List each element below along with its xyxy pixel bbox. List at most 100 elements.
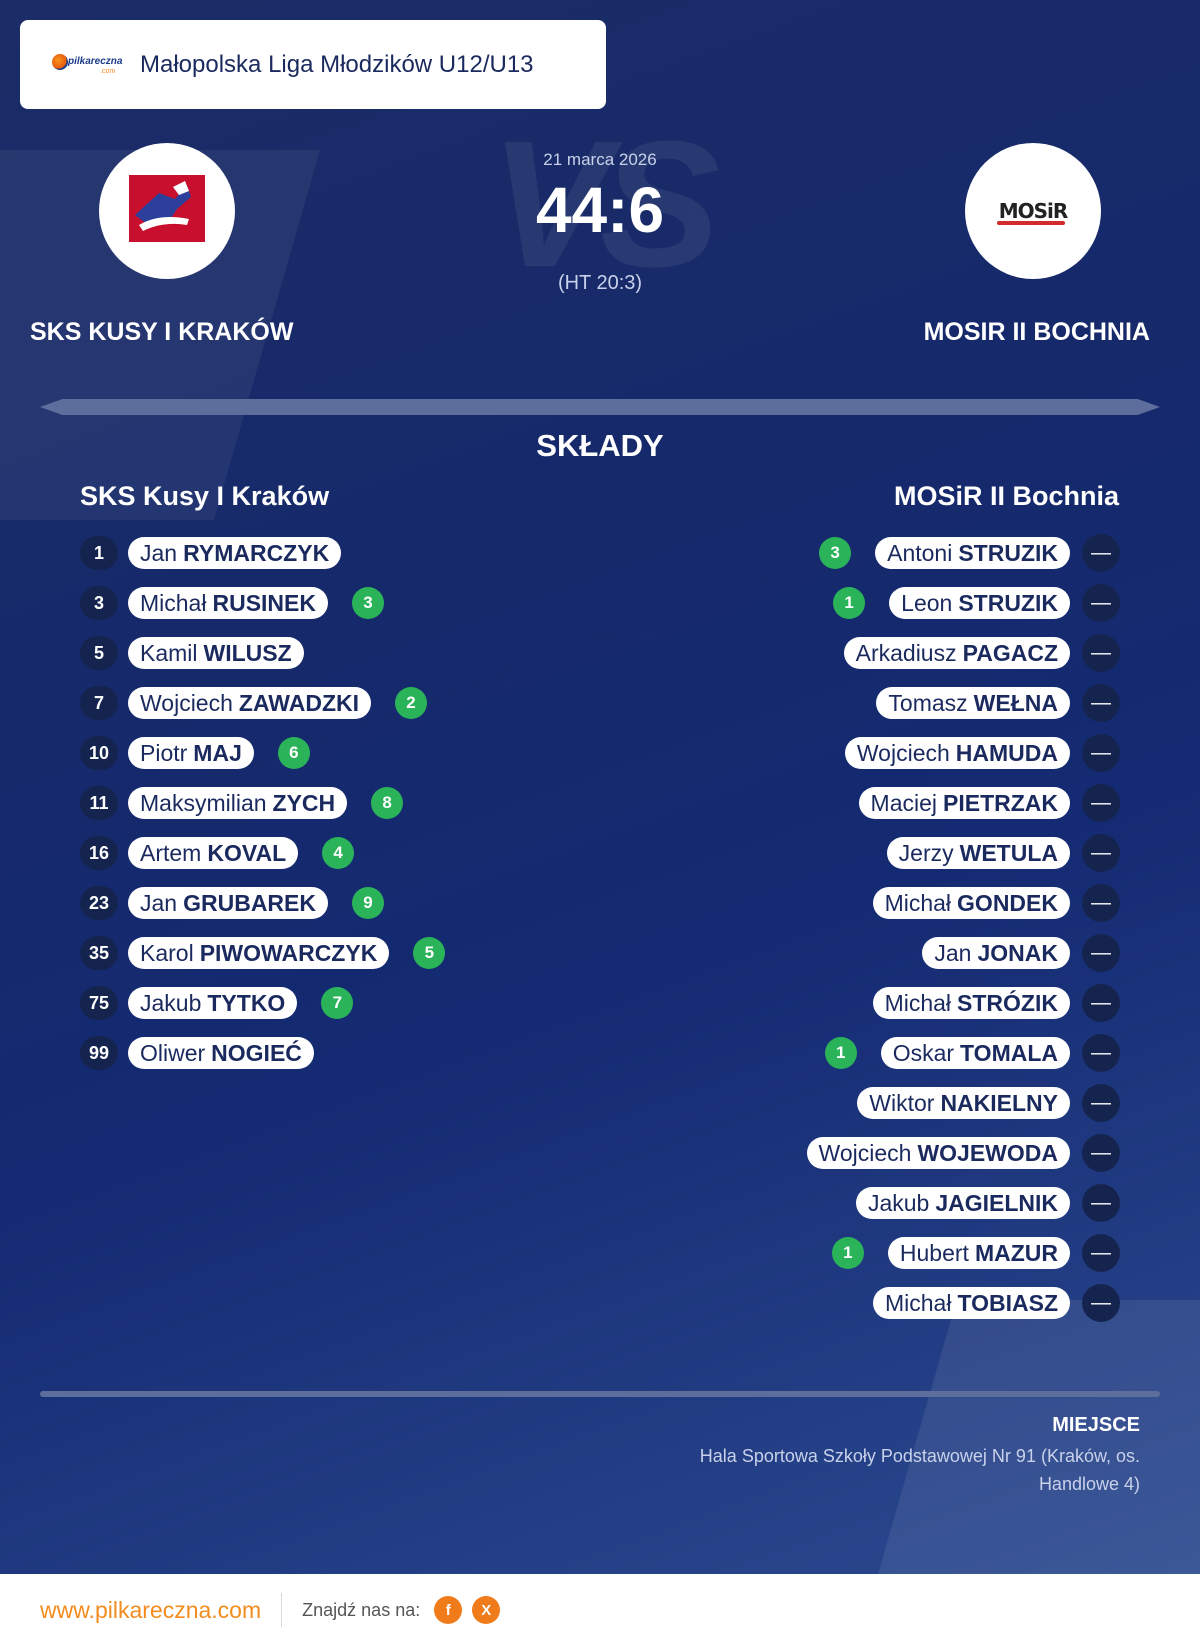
player-number: — [1082, 734, 1120, 772]
x-icon[interactable]: X [472, 1596, 501, 1624]
player-last-name: NAKIELNY [940, 1089, 1058, 1116]
league-header: pilkareczna .com Małopolska Liga Młodzik… [20, 20, 606, 109]
player-last-name: RUSINEK [212, 589, 316, 616]
player-name[interactable]: Michał GONDEK [872, 887, 1070, 919]
player-row: 3 Antoni STRUZIK — [560, 528, 1120, 578]
player-first-name: Wojciech [140, 689, 233, 716]
player-name[interactable]: Arkadiusz PAGACZ [843, 637, 1070, 669]
player-first-name: Jerzy [898, 839, 954, 866]
away-team-crest[interactable]: MOSiR [965, 143, 1101, 279]
player-name[interactable]: Piotr MAJ [128, 737, 254, 769]
facebook-icon[interactable]: f [434, 1596, 463, 1624]
player-last-name: MAZUR [974, 1239, 1058, 1266]
player-row: Jerzy WETULA — [560, 828, 1120, 878]
goals-badge: 8 [371, 787, 404, 819]
venue-label: MIEJSCE [1052, 1414, 1140, 1436]
player-number: — [1082, 1184, 1120, 1222]
player-row: Michał TOBIASZ — [560, 1278, 1120, 1328]
footer: www.pilkareczna.com Znajdź nas na: f X [0, 1574, 1200, 1646]
player-name[interactable]: Wojciech WOJEWODA [806, 1137, 1070, 1169]
player-first-name: Wiktor [869, 1089, 935, 1116]
goals-badge: 1 [831, 1237, 864, 1269]
player-last-name: STRÓZIK [957, 989, 1058, 1016]
player-name[interactable]: Jan JONAK [922, 937, 1070, 969]
player-number: 5 [80, 636, 118, 670]
player-name[interactable]: Oliwer NOGIEĆ [128, 1037, 314, 1069]
player-first-name: Michał [885, 1289, 952, 1316]
player-row: Wojciech WOJEWODA — [560, 1128, 1120, 1178]
player-name[interactable]: Hubert MAZUR [887, 1237, 1070, 1269]
player-name[interactable]: Karol PIWOWARCZYK [128, 937, 390, 969]
goals-badge: 1 [824, 1037, 857, 1069]
player-number: — [1082, 684, 1120, 722]
goals-badge: 4 [322, 837, 355, 869]
player-number: — [1082, 834, 1120, 872]
goals-badge: 9 [351, 887, 384, 919]
player-name[interactable]: Wiktor NAKIELNY [857, 1087, 1070, 1119]
player-row: 7 Wojciech ZAWADZKI 2 [80, 678, 620, 728]
player-first-name: Piotr [140, 739, 188, 766]
player-name[interactable]: Antoni STRUZIK [875, 537, 1070, 569]
player-first-name: Wojciech [818, 1139, 912, 1166]
away-team-name[interactable]: MOSIR II BOCHNIA [923, 318, 1150, 346]
player-name[interactable]: Artem KOVAL [128, 837, 299, 869]
home-team-name[interactable]: SKS KUSY I KRAKÓW [30, 318, 294, 346]
player-number: — [1082, 1034, 1120, 1072]
player-name[interactable]: Wojciech HAMUDA [844, 737, 1070, 769]
vs-watermark: VS [489, 104, 720, 305]
player-first-name: Leon [901, 589, 953, 616]
player-name[interactable]: Oskar TOMALA [880, 1037, 1070, 1069]
player-name[interactable]: Wojciech ZAWADZKI [128, 687, 371, 719]
goals-badge: 5 [413, 937, 446, 969]
player-last-name: STRUZIK [958, 539, 1058, 566]
player-row: 75 Jakub TYTKO 7 [80, 978, 620, 1028]
player-row: 1 Leon STRUZIK — [560, 578, 1120, 628]
player-number: 23 [80, 886, 118, 920]
match-card: pilkareczna .com Małopolska Liga Młodzik… [0, 0, 1200, 1574]
goals-badge: 2 [395, 687, 427, 719]
player-name[interactable]: Jerzy WETULA [886, 837, 1070, 869]
player-last-name: RYMARCZYK [183, 539, 330, 566]
player-name[interactable]: Jan GRUBAREK [128, 887, 328, 919]
player-name[interactable]: Leon STRUZIK [889, 587, 1070, 619]
player-last-name: JAGIELNIK [935, 1189, 1058, 1216]
player-last-name: STRUZIK [958, 589, 1058, 616]
player-name[interactable]: Jakub TYTKO [128, 987, 298, 1019]
player-last-name: WEŁNA [973, 689, 1058, 716]
pilkareczna-logo[interactable]: pilkareczna .com [50, 50, 122, 80]
player-first-name: Kamil [140, 639, 198, 666]
player-row: 16 Artem KOVAL 4 [80, 828, 620, 878]
home-team-crest[interactable] [99, 143, 235, 279]
player-first-name: Michał [140, 589, 207, 616]
player-name[interactable]: Michał STRÓZIK [872, 987, 1070, 1019]
player-last-name: WETULA [959, 839, 1058, 866]
player-first-name: Maciej [870, 789, 937, 816]
player-first-name: Jan [140, 539, 178, 566]
player-row: 1 Hubert MAZUR — [560, 1228, 1120, 1278]
player-name[interactable]: Michał RUSINEK [128, 587, 328, 619]
player-first-name: Jan [934, 939, 972, 966]
player-first-name: Artem [140, 839, 202, 866]
player-number: — [1082, 1234, 1120, 1272]
player-name[interactable]: Tomasz WEŁNA [876, 687, 1070, 719]
player-row: Arkadiusz PAGACZ — [560, 628, 1120, 678]
player-number: 10 [80, 736, 118, 770]
player-name[interactable]: Kamil WILUSZ [128, 637, 304, 669]
player-last-name: PAGACZ [962, 639, 1058, 666]
player-last-name: ZAWADZKI [238, 689, 359, 716]
player-last-name: NOGIEĆ [211, 1039, 302, 1066]
player-name[interactable]: Michał TOBIASZ [873, 1287, 1070, 1319]
site-link[interactable]: www.pilkareczna.com [40, 1596, 262, 1623]
player-last-name: GONDEK [957, 889, 1058, 916]
player-number: — [1082, 784, 1120, 822]
player-name[interactable]: Maciej PIETRZAK [858, 787, 1070, 819]
player-number: — [1082, 634, 1120, 672]
player-number: 7 [80, 686, 118, 720]
goals-badge: 1 [833, 587, 866, 619]
player-name[interactable]: Jakub JAGIELNIK [855, 1187, 1070, 1219]
player-last-name: KOVAL [207, 839, 287, 866]
player-last-name: MAJ [193, 739, 242, 766]
player-name[interactable]: Jan RYMARCZYK [128, 537, 342, 569]
player-name[interactable]: Maksymilian ZYCH [128, 787, 348, 819]
home-lineup-title: SKS Kusy I Kraków [80, 481, 330, 511]
